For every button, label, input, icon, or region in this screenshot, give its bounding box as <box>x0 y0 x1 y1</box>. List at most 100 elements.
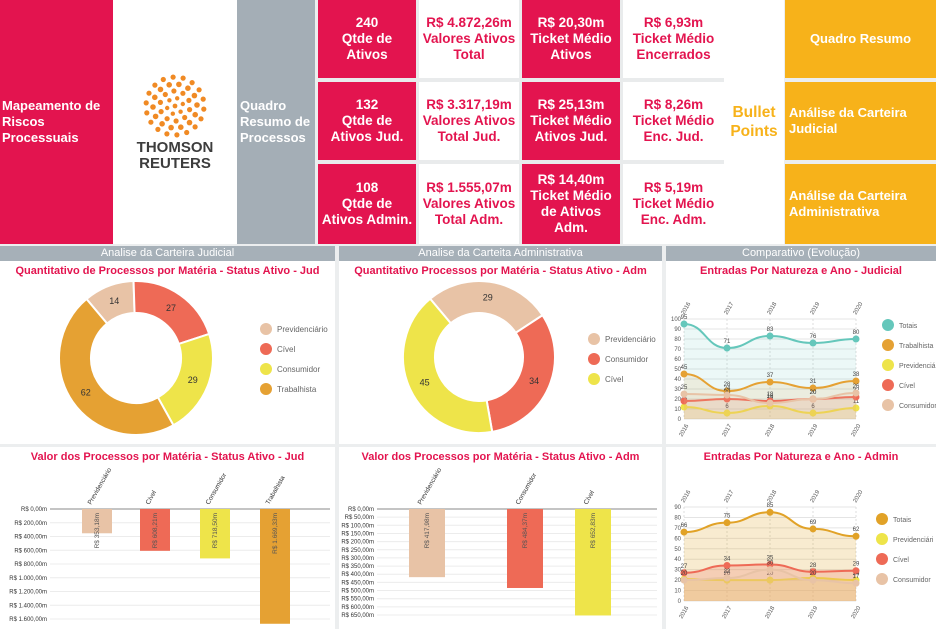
data-point <box>766 332 774 340</box>
legend-label: Totais <box>899 323 918 330</box>
data-label: 18 <box>767 392 774 398</box>
legend-swatch <box>876 573 888 585</box>
panel-line-jud: Entradas Por Natureza e Ano - Judicial 0… <box>666 261 936 444</box>
data-label: 76 <box>810 334 817 340</box>
y-tick-label: R$ 400,00m <box>14 535 47 541</box>
legend-label: Consumidor <box>893 577 931 584</box>
y-tick-label: R$ 1.400,00m <box>9 603 47 609</box>
donut-value-label: 14 <box>109 296 119 306</box>
logo-dot <box>196 87 202 93</box>
series-area <box>684 569 856 601</box>
x-tick-label: Consumidor <box>515 471 539 506</box>
nav-analise-administrativa[interactable]: Análise da Carteira Administrativa <box>785 164 936 244</box>
data-label: 24 <box>724 386 731 392</box>
data-point <box>809 384 817 392</box>
kpi-label: Valores Ativos Total Adm. <box>422 196 516 227</box>
kpi-label: Qtde de Ativos Admin. <box>321 196 413 227</box>
data-point <box>809 339 817 347</box>
donut-slice <box>402 297 494 434</box>
logo-dot <box>170 74 176 80</box>
kpi-cell: R$ 14,40m Ticket Médio de Ativos Adm. <box>522 164 620 244</box>
legend-label: Totais <box>893 517 912 524</box>
data-label: 34 <box>724 556 731 562</box>
bullet-points-block: Bullet Points <box>724 0 784 244</box>
y-tick-label: R$ 1.600,00m <box>9 617 47 623</box>
x-tick-label-top: 2018 <box>767 301 779 316</box>
y-tick-label: 80 <box>674 337 681 343</box>
logo-dot <box>178 109 183 114</box>
data-label: 28 <box>724 382 731 388</box>
legend-swatch <box>876 533 888 545</box>
chart-title: Quantitativo de Processos por Matéria - … <box>15 265 320 277</box>
data-point <box>852 532 860 540</box>
y-tick-label: 50 <box>674 547 681 553</box>
data-label: 20 <box>724 571 731 577</box>
legend-label: Consumidor <box>277 365 320 374</box>
logo-dot <box>144 110 150 116</box>
logo-dot <box>166 82 172 88</box>
logo-dot <box>148 119 154 125</box>
chart-title: Valor dos Processos por Matéria - Status… <box>361 451 640 463</box>
panel-bar-jud: Valor dos Processos por Matéria - Status… <box>0 447 335 629</box>
area-chart-adm: 0102030405060708090201620162017201720182… <box>674 489 934 620</box>
data-label: 22 <box>724 569 731 575</box>
kpi-label: Valores Ativos Total <box>422 31 516 62</box>
data-point <box>680 320 688 328</box>
data-point <box>680 390 688 398</box>
nav-quadro-resumo[interactable]: Quadro Resumo <box>785 0 936 78</box>
kpi-value: R$ 25,13m <box>537 97 605 112</box>
data-point <box>809 395 817 403</box>
donut-value-label: 27 <box>166 303 176 313</box>
data-point <box>766 378 774 386</box>
panel-donut-adm: Quantitativo Processos por Matéria - Sta… <box>339 261 662 444</box>
kpi-cell: 240 Qtde de Ativos <box>318 0 416 78</box>
logo-dot <box>180 75 186 81</box>
logo-dot <box>165 105 170 111</box>
y-tick-label: R$ 250,00m <box>341 548 374 554</box>
thomson-reuters-logo-icon: THOMSON REUTERS <box>137 74 213 172</box>
logo-dot <box>173 118 179 124</box>
kpi-value: 108 <box>355 180 379 195</box>
legend-swatch <box>260 363 272 375</box>
data-point <box>766 399 774 407</box>
bar <box>260 509 290 624</box>
logo-dot <box>164 116 170 122</box>
x-tick-label-top: 2019 <box>810 489 822 504</box>
logo-line2: REUTERS <box>139 155 211 172</box>
bar <box>409 509 445 578</box>
y-tick-label: 20 <box>674 578 681 584</box>
data-label: 26 <box>853 384 860 390</box>
donut-chart-jud: 14 27 29 62 Previdenciário Cível Consumidor Tra… <box>58 280 328 436</box>
logo-dot <box>176 81 182 88</box>
kpi-cell: R$ 8,26m Ticket Médio Enc. Jud. <box>623 82 724 160</box>
bar <box>82 509 112 534</box>
nav-analise-judicial[interactable]: Análise da Carteira Judicial <box>785 82 936 160</box>
data-label: 20 <box>767 571 774 577</box>
data-point <box>766 508 774 516</box>
x-tick-label: 2017 <box>722 423 734 438</box>
data-label: 16 <box>767 394 774 400</box>
data-label: 62 <box>853 527 860 533</box>
data-point <box>680 576 688 584</box>
bar <box>140 509 170 551</box>
y-tick-label: 70 <box>674 347 681 353</box>
y-tick-label: 10 <box>674 407 681 413</box>
y-tick-label: R$ 0,00m <box>21 507 47 513</box>
bar-value-label: R$ 1.669,33m <box>272 513 279 554</box>
data-label: 11 <box>853 399 860 405</box>
data-label: 20 <box>810 571 817 577</box>
x-tick-label: 2016 <box>679 605 691 620</box>
data-label: 27 <box>681 564 688 570</box>
x-tick-label-top: 2018 <box>767 489 779 504</box>
y-tick-label: 0 <box>678 417 682 423</box>
x-tick-label: 2017 <box>722 605 734 620</box>
data-point <box>766 576 774 584</box>
y-tick-label: 90 <box>674 505 681 511</box>
data-point <box>723 391 731 399</box>
data-point <box>766 560 774 568</box>
logo-dot <box>186 119 193 126</box>
data-label: 30 <box>767 561 774 567</box>
x-tick-label-top: 2016 <box>681 301 693 316</box>
legend-label: Cível <box>899 383 915 390</box>
y-tick-label: R$ 1.000,00m <box>9 576 47 582</box>
